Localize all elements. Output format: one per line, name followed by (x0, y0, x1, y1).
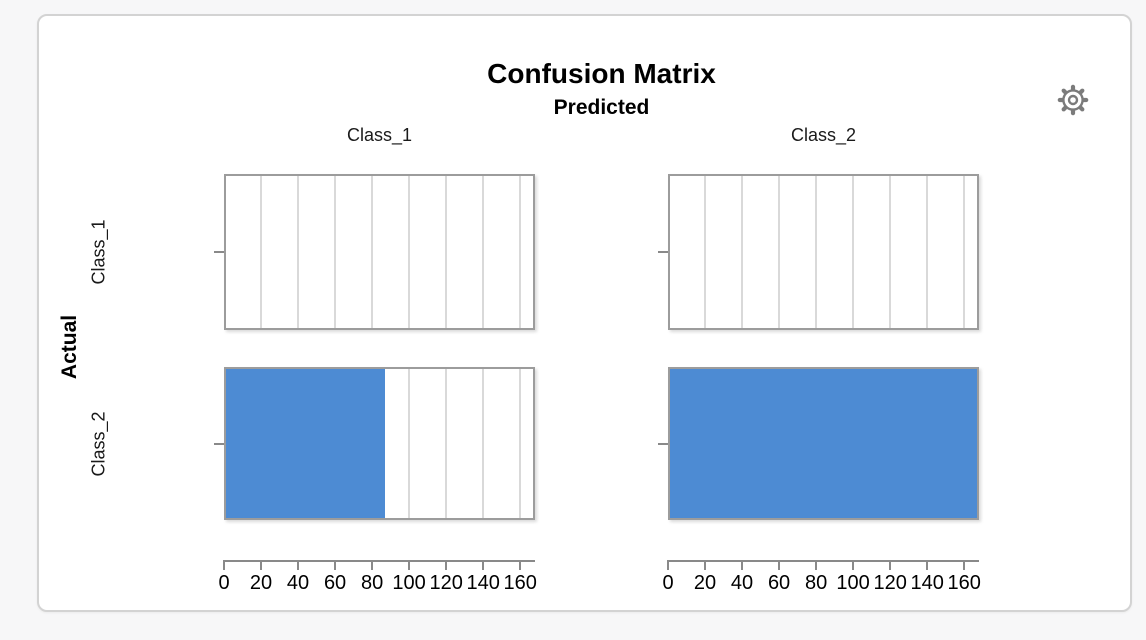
facet-row-header-Class_2: Class_2 (88, 410, 109, 477)
panel-gridline (482, 174, 484, 330)
panel-actual-Class_1-predicted-Class_2 (668, 174, 979, 330)
panel-actual-Class_1-predicted-Class_1 (224, 174, 535, 330)
x-axis-tick (778, 560, 781, 570)
panel-border (668, 367, 979, 520)
bar-actual-Class_2-predicted-Class_2 (668, 367, 979, 520)
x-axis-tick (667, 560, 669, 570)
x-axis-tick (297, 560, 300, 570)
panel-gridline (482, 367, 484, 520)
x-axis-tick (519, 560, 522, 570)
panel-gridline (445, 367, 447, 520)
panel-gridline (297, 174, 299, 330)
gear-icon (1057, 84, 1089, 116)
panel-border (224, 367, 535, 520)
predicted-axis-title: Predicted (553, 96, 650, 119)
settings-gear-button[interactable] (1051, 78, 1095, 122)
plot-card: Confusion Matrix Predicted Actual Class_… (37, 14, 1132, 612)
x-axis-tick (963, 560, 966, 570)
x-axis-tick-label: 80 (804, 572, 828, 594)
x-axis-tick-label: 120 (873, 572, 907, 594)
y-axis-tick (658, 251, 668, 253)
x-axis-tick-label: 80 (360, 572, 384, 594)
x-axis-tick-label: 140 (910, 572, 944, 594)
x-axis-tick-label: 20 (249, 572, 273, 594)
panel-gridline (778, 174, 780, 330)
x-axis-line (668, 560, 979, 562)
x-axis-tick-label: 60 (767, 572, 791, 594)
x-axis-tick (408, 560, 411, 570)
panel-border (668, 174, 979, 330)
facet-col-header-Class_1: Class_1 (346, 125, 413, 145)
facet-row-header-Class_1: Class_1 (88, 219, 109, 285)
x-axis-tick (445, 560, 448, 570)
panel-gridline (704, 174, 706, 330)
x-axis-tick-label: 160 (503, 572, 537, 594)
x-axis-tick (815, 560, 818, 570)
panel-gridline (445, 174, 447, 330)
x-axis-tick (482, 560, 485, 570)
x-axis-tick-label: 100 (392, 572, 426, 594)
panel-gridline (408, 367, 410, 520)
x-axis-tick-label: 100 (836, 572, 870, 594)
x-axis-tick (371, 560, 374, 570)
x-axis-line (224, 560, 535, 562)
x-axis-tick (926, 560, 929, 570)
confusion-matrix-plot: Class_1 0 20 40 60 80 100 120 140 160 Class_2 0 20 40… (39, 16, 1130, 610)
chart-title: Confusion Matrix (487, 58, 716, 89)
panel-gridline (371, 174, 373, 330)
y-axis-tick (214, 251, 224, 253)
panel-gridline (963, 174, 965, 330)
x-axis-tick-label: 60 (323, 572, 347, 594)
panel-gridline (852, 174, 854, 330)
x-axis-tick (260, 560, 263, 570)
panel-gridline (815, 174, 817, 330)
facet-col-header-Class_2: Class_2 (790, 125, 857, 145)
panel-gridline (741, 174, 743, 330)
panel-gridline (926, 174, 928, 330)
x-axis-tick (741, 560, 744, 570)
x-axis-tick (852, 560, 855, 570)
panel-gridline (260, 174, 262, 330)
x-axis-tick (704, 560, 707, 570)
panel-border (224, 174, 535, 330)
panel-gridline (408, 174, 410, 330)
x-axis-tick-label: 0 (662, 572, 674, 594)
x-axis-tick-label: 160 (947, 572, 981, 594)
panel-actual-Class_2-predicted-Class_1 (224, 367, 535, 520)
bar-actual-Class_2-predicted-Class_1 (224, 367, 386, 520)
x-axis-tick-label: 120 (429, 572, 463, 594)
x-axis-tick-label: 0 (218, 572, 230, 594)
x-axis-tick-label: 140 (466, 572, 500, 594)
x-axis-tick-label: 40 (286, 572, 310, 594)
y-axis-tick (214, 442, 224, 445)
panel-gridline (519, 367, 521, 520)
panel-gridline (519, 174, 521, 330)
y-axis-tick (658, 442, 668, 445)
panel-actual-Class_2-predicted-Class_2 (668, 367, 979, 520)
x-axis-tick (223, 560, 225, 570)
panel-gridline (334, 174, 336, 330)
panel-gridline (889, 174, 891, 330)
x-axis-tick-label: 20 (693, 572, 717, 594)
x-axis-tick-label: 40 (730, 572, 754, 594)
x-axis-tick (889, 560, 892, 570)
x-axis-tick (334, 560, 337, 570)
